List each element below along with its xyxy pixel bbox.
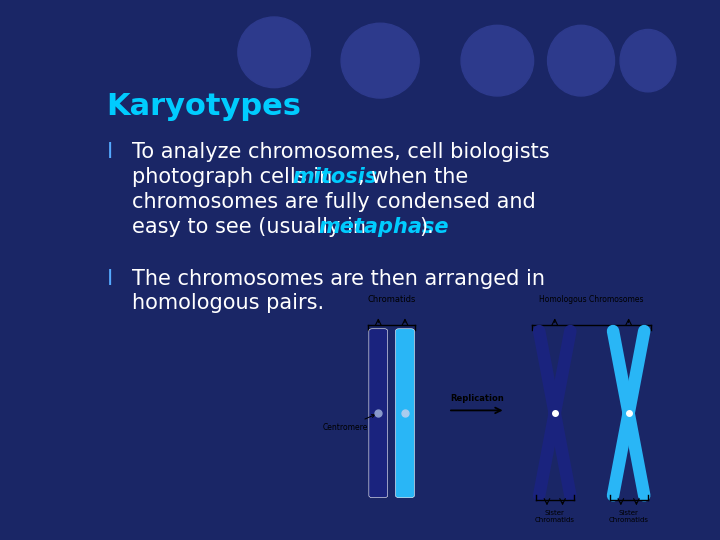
- Text: metaphase: metaphase: [318, 217, 449, 237]
- Text: Sister
Chromatids: Sister Chromatids: [608, 510, 649, 523]
- Text: Chromatids: Chromatids: [367, 295, 415, 304]
- Text: photograph cells in: photograph cells in: [132, 167, 338, 187]
- Text: Sister
Chromatids: Sister Chromatids: [535, 510, 575, 523]
- Text: Karyotypes: Karyotypes: [107, 92, 302, 121]
- Ellipse shape: [547, 25, 615, 96]
- Text: easy to see (usually in: easy to see (usually in: [132, 217, 372, 237]
- Ellipse shape: [461, 25, 534, 96]
- Ellipse shape: [341, 23, 419, 98]
- FancyBboxPatch shape: [395, 329, 415, 498]
- Text: Homologous Chromosomes: Homologous Chromosomes: [539, 295, 644, 304]
- Ellipse shape: [238, 17, 310, 87]
- Text: l: l: [107, 141, 113, 161]
- Ellipse shape: [620, 30, 676, 92]
- Text: chromosomes are fully condensed and: chromosomes are fully condensed and: [132, 192, 536, 212]
- Text: homologous pairs.: homologous pairs.: [132, 294, 324, 314]
- Text: To analyze chromosomes, cell biologists: To analyze chromosomes, cell biologists: [132, 141, 549, 161]
- Text: Replication: Replication: [450, 394, 504, 403]
- Text: The chromosomes are then arranged in: The chromosomes are then arranged in: [132, 268, 545, 288]
- Text: , when the: , when the: [358, 167, 469, 187]
- Text: ).: ).: [420, 217, 434, 237]
- FancyBboxPatch shape: [369, 329, 388, 498]
- Text: l: l: [107, 268, 113, 288]
- Text: Centromere: Centromere: [323, 415, 374, 432]
- Text: mitosis: mitosis: [292, 167, 377, 187]
